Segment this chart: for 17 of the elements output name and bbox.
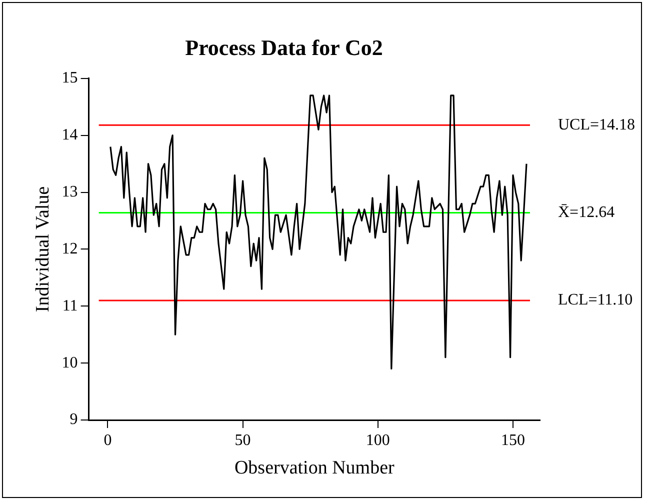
y-tick-label: 14 — [62, 126, 78, 144]
x-axis-title: Observation Number — [234, 458, 396, 479]
y-tick-label: 12 — [62, 240, 78, 258]
x-tick-label: 100 — [366, 432, 390, 449]
chart-title: Process Data for Co2 — [185, 34, 383, 60]
y-tick-label: 15 — [62, 70, 78, 87]
y-tick-label: 13 — [62, 183, 78, 200]
ref-line-label: X̄=12.64 — [558, 204, 615, 221]
y-tick-label: 11 — [62, 297, 78, 314]
x-tick-label: 150 — [500, 432, 525, 449]
y-axis-title: Individual Value — [32, 186, 54, 312]
ref-line-label: LCL=11.10 — [558, 292, 633, 309]
y-tick-label: 9 — [70, 411, 78, 428]
x-tick-label: 0 — [104, 432, 112, 449]
x-tick-label: 50 — [234, 432, 251, 449]
ref-line-label: UCL=14.18 — [558, 116, 636, 134]
y-tick-label: 10 — [62, 354, 78, 372]
